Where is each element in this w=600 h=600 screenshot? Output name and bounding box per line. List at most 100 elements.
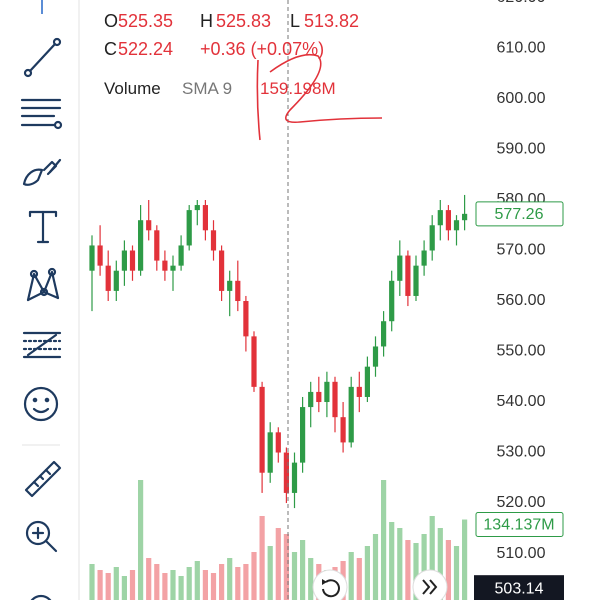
candle-body [121, 250, 127, 271]
candle-body [381, 321, 387, 347]
tool-pattern[interactable] [26, 267, 60, 302]
candle-body [194, 205, 200, 211]
tool-text[interactable] [28, 210, 58, 244]
volume-bar [129, 570, 136, 600]
scroll-right-button[interactable] [412, 569, 448, 600]
candle-body [154, 230, 160, 261]
volume-bar [283, 534, 289, 600]
tool-ruler[interactable] [24, 460, 62, 498]
volume-row: Volume SMA 9 159.198M [104, 79, 336, 98]
candle-body [437, 210, 443, 226]
y-tick-label: 610.00 [497, 40, 546, 57]
volume-bar [381, 480, 387, 600]
candle-body [275, 432, 281, 453]
volume-bar [235, 567, 241, 600]
candle-body [316, 391, 322, 403]
tool-fibonacci[interactable] [22, 331, 62, 359]
candle-body [178, 245, 184, 266]
volume-bar [178, 576, 184, 600]
volume-bar [259, 516, 265, 600]
scribble [256, 53, 383, 141]
y-tick-label: 530.00 [497, 444, 546, 461]
candle-body [170, 265, 176, 271]
candle-body [227, 280, 233, 291]
y-tick-label: 620.00 [497, 0, 546, 6]
candle-body [89, 245, 95, 271]
last-price-label: 577.26 [495, 206, 544, 223]
candle-body [445, 210, 451, 231]
candle-body [429, 225, 435, 251]
candle-body [105, 265, 111, 291]
candle-body [162, 260, 168, 271]
high-label: H [200, 11, 213, 31]
volume-bar [121, 576, 127, 600]
candle-body [421, 250, 427, 266]
last-volume-label: 134.137M [483, 517, 554, 534]
sma-value: 159.198M [260, 79, 336, 98]
volume-bar [462, 519, 468, 600]
volume-bar [113, 567, 119, 600]
candle-body [300, 407, 306, 463]
tool-emoji[interactable] [23, 386, 59, 422]
volume-bar [308, 558, 314, 600]
volume-bar [389, 522, 395, 600]
candle-body [138, 220, 144, 271]
volume-bar [89, 564, 95, 600]
volume-bar [413, 543, 419, 600]
low-value: 513.82 [304, 11, 359, 31]
candle-body [186, 210, 192, 246]
tool-zoom[interactable] [25, 520, 58, 553]
volume-bar [105, 573, 111, 600]
volume-bar [429, 516, 435, 600]
candle-body [202, 205, 208, 231]
close-label: C [104, 39, 117, 59]
crosshair-price-box [474, 575, 564, 600]
volume-bar [138, 480, 144, 600]
y-tick-label: 590.00 [497, 141, 546, 158]
volume-bar [243, 564, 249, 600]
reset-button[interactable] [312, 569, 348, 600]
tool-more[interactable] [29, 594, 53, 600]
volume-bar [405, 540, 411, 600]
y-tick-label: 600.00 [497, 90, 546, 107]
candle-body [146, 220, 152, 231]
candle-body [324, 381, 330, 403]
last-price-box [475, 201, 564, 227]
tool-horizontal-lines[interactable] [20, 98, 63, 130]
volume-bar [437, 528, 443, 600]
candle-body [332, 381, 338, 418]
volume-bar [162, 573, 168, 600]
volume-bar [364, 546, 370, 600]
candle-body [356, 386, 362, 397]
volume-bar [194, 561, 200, 600]
tool-line[interactable] [23, 37, 62, 78]
high-value: 525.83 [216, 11, 271, 31]
candle-body [129, 250, 136, 271]
tool-brush[interactable] [22, 158, 62, 186]
candle-body [210, 230, 217, 251]
candle-body [308, 391, 314, 408]
y-tick-label: 550.00 [497, 343, 546, 360]
volume-label: Volume [104, 79, 161, 98]
open-label: O [104, 11, 118, 31]
volume-bar [210, 573, 217, 600]
volume-bar [251, 552, 257, 600]
volume-bar [421, 534, 427, 600]
y-tick-label: 510.00 [497, 545, 546, 562]
volume-bar [445, 540, 451, 600]
candle-body [251, 336, 257, 387]
volume-bar [300, 540, 306, 600]
volume-bar [97, 570, 103, 600]
volume-bar [348, 552, 354, 600]
volume-bar [356, 558, 362, 600]
candle-body [219, 250, 225, 291]
candle-body [235, 280, 241, 302]
volume-bar [372, 534, 379, 600]
candle-body [453, 220, 460, 231]
candle-body [283, 452, 289, 493]
last-volume-box [475, 512, 564, 538]
volume-bar [397, 528, 403, 600]
change: +0.36 (+0.07%) [200, 39, 324, 59]
candle-body [389, 280, 395, 322]
